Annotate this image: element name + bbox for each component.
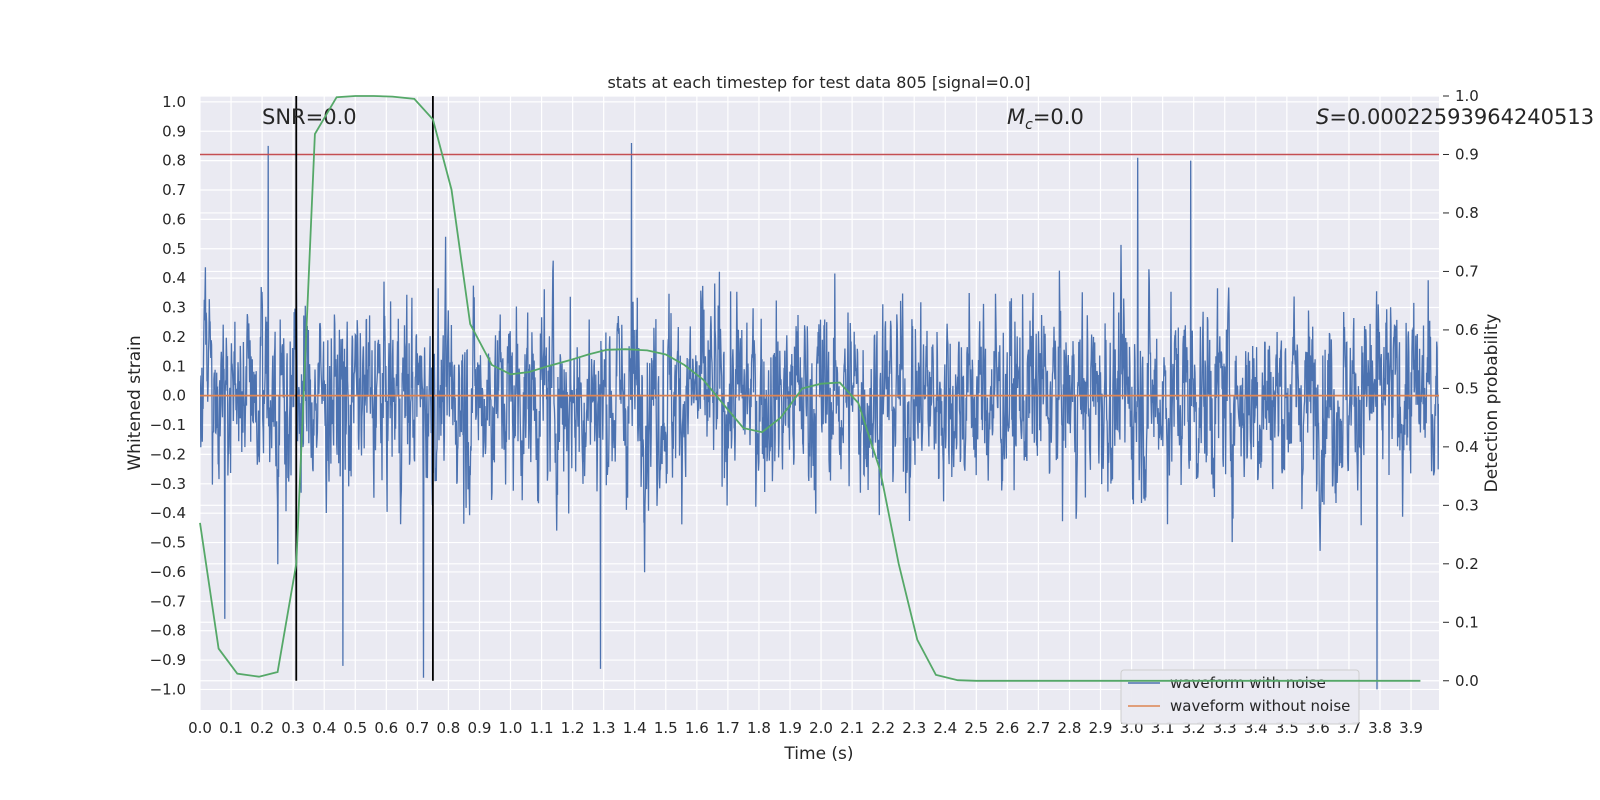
x-tick-label: 2.7 xyxy=(1026,719,1050,737)
legend-label-clean: waveform without noise xyxy=(1170,697,1350,715)
x-tick-label: 3.9 xyxy=(1399,719,1423,737)
y2-axis-ticks: 0.0 0.1 0.2 0.3 0.4 0.5 0.6 0.7 0.8 0.9 1.0 xyxy=(1443,87,1479,690)
mc-symbol: M xyxy=(1007,105,1025,129)
y2-tick-label: 0.4 xyxy=(1455,438,1479,456)
x-tick-label: 1.1 xyxy=(530,719,554,737)
y-tick-label: −0.9 xyxy=(150,651,186,669)
detection-probability-line xyxy=(199,95,1421,682)
y2-tick-label: 0.8 xyxy=(1455,204,1479,222)
x-tick-label: 2.8 xyxy=(1058,719,1082,737)
mc-value: =0.0 xyxy=(1033,105,1084,129)
y-axis-label: Whitened strain xyxy=(125,335,145,470)
s-symbol: S xyxy=(1316,105,1329,129)
y2-tick-label: 0.3 xyxy=(1455,496,1479,514)
x-tick-label: 0.0 xyxy=(188,719,212,737)
x-tick-label: 1.3 xyxy=(592,719,616,737)
y2-tick-label: 0.0 xyxy=(1455,672,1479,690)
y2-tick-label: 1.0 xyxy=(1455,87,1479,105)
y2-axis-label: Detection probability xyxy=(1482,314,1502,493)
y-tick-label: −0.1 xyxy=(150,416,186,434)
y2-tick-label: 0.6 xyxy=(1455,321,1479,339)
y-tick-label: 0.8 xyxy=(162,152,186,170)
y-tick-label: −0.4 xyxy=(150,504,186,522)
y2-tick-label: 0.7 xyxy=(1455,262,1479,280)
x-tick-label: 2.2 xyxy=(871,719,895,737)
x-tick-label: 0.4 xyxy=(312,719,336,737)
x-tick-label: 3.8 xyxy=(1368,719,1392,737)
x-tick-label: 1.8 xyxy=(747,719,771,737)
mc-subscript: c xyxy=(1025,117,1033,133)
plot-background xyxy=(200,96,1439,710)
y-tick-label: 0.6 xyxy=(162,210,186,228)
x-axis-label: Time (s) xyxy=(783,744,853,764)
mc-annotation: Mc=0.0 xyxy=(1007,105,1084,133)
x-tick-label: 2.3 xyxy=(902,719,926,737)
y-tick-label: 0.9 xyxy=(162,122,186,140)
waveform-with-noise-line xyxy=(200,142,1439,690)
y-tick-label: 1.0 xyxy=(162,93,186,111)
x-tick-label: 2.1 xyxy=(840,719,864,737)
y-tick-label: −1.0 xyxy=(150,680,186,698)
y-tick-label: 0.7 xyxy=(162,181,186,199)
x-tick-label: 0.6 xyxy=(374,719,398,737)
chart-title: stats at each timestep for test data 805… xyxy=(607,73,1030,92)
x-tick-label: 1.4 xyxy=(623,719,647,737)
s-annotation: S=0.00022593964240513 xyxy=(1316,105,1594,129)
y-tick-label: −0.8 xyxy=(150,622,186,640)
x-tick-label: 1.0 xyxy=(499,719,523,737)
y-tick-label: 0.1 xyxy=(162,357,186,375)
x-tick-label: 1.6 xyxy=(685,719,709,737)
x-tick-label: 2.5 xyxy=(964,719,988,737)
y-tick-label: 0.0 xyxy=(162,387,186,405)
legend-label-noise: waveform with noise xyxy=(1170,674,1326,692)
y-tick-label: −0.7 xyxy=(150,592,186,610)
y-tick-label: 0.3 xyxy=(162,299,186,317)
x-tick-label: 1.2 xyxy=(561,719,585,737)
y2-tick-label: 0.2 xyxy=(1455,555,1479,573)
y-tick-label: −0.6 xyxy=(150,563,186,581)
x-tick-label: 1.7 xyxy=(716,719,740,737)
x-tick-label: 2.6 xyxy=(995,719,1019,737)
x-tick-label: 0.7 xyxy=(405,719,429,737)
x-tick-label: 0.2 xyxy=(250,719,274,737)
x-tick-label: 2.9 xyxy=(1089,719,1113,737)
y-tick-label: −0.3 xyxy=(150,475,186,493)
y-axis-ticks: 1.0 0.9 0.8 0.7 0.6 0.5 0.4 0.3 0.2 0.1 0.0 −0.1 −0.… xyxy=(150,93,186,699)
y2-tick-label: 0.1 xyxy=(1455,613,1479,631)
x-tick-label: 1.9 xyxy=(778,719,802,737)
legend: waveform with noise waveform without noi… xyxy=(1120,669,1360,725)
y2-tick-label: 0.9 xyxy=(1455,145,1479,163)
x-tick-label: 1.5 xyxy=(654,719,678,737)
x-tick-label: 0.8 xyxy=(436,719,460,737)
x-tick-label: 2.4 xyxy=(933,719,957,737)
x-tick-label: 2.0 xyxy=(809,719,833,737)
snr-annotation: SNR=0.0 xyxy=(262,105,357,129)
legend-box xyxy=(1120,669,1360,725)
x-tick-label: 0.3 xyxy=(281,719,305,737)
y-tick-label: 0.5 xyxy=(162,240,186,258)
x-tick-label: 0.1 xyxy=(219,719,243,737)
y-tick-label: −0.2 xyxy=(150,445,186,463)
s-value: =0.00022593964240513 xyxy=(1329,105,1594,129)
y-tick-label: 0.4 xyxy=(162,269,186,287)
noisy-waveform xyxy=(200,142,1439,690)
y2-tick-label: 0.5 xyxy=(1455,379,1479,397)
x-tick-label: 0.5 xyxy=(343,719,367,737)
y-tick-label: 0.2 xyxy=(162,328,186,346)
x-tick-label: 0.9 xyxy=(468,719,492,737)
overlays xyxy=(200,96,1439,681)
y-tick-label: −0.5 xyxy=(150,534,186,552)
